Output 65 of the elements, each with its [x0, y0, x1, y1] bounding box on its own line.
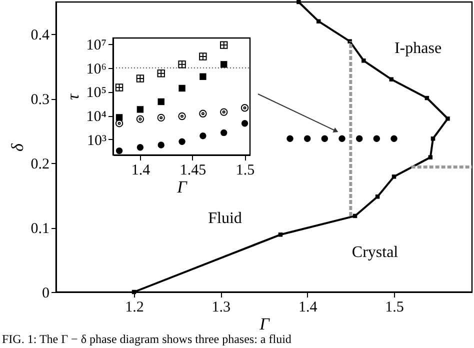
point	[392, 174, 396, 179]
caption: FIG. 1: The Γ − δ phase diagram shows three phases: a fluid	[2, 332, 292, 346]
point	[316, 19, 321, 24]
y-tick-label: 0.4	[30, 28, 50, 44]
point	[240, 104, 249, 112]
point	[136, 115, 144, 123]
x-tick-label: 1.45	[180, 162, 206, 178]
point	[200, 73, 206, 80]
point	[200, 132, 206, 140]
x-tick-label: 1.3	[212, 300, 231, 316]
point	[136, 106, 144, 113]
point	[178, 60, 186, 68]
point	[338, 135, 346, 142]
point	[199, 52, 207, 60]
point	[286, 135, 294, 142]
point	[178, 112, 186, 120]
annotation: I-phase	[394, 40, 442, 57]
point	[178, 138, 186, 145]
point	[296, 0, 301, 4]
y-tick-label: 0.1	[30, 221, 50, 238]
point	[158, 98, 164, 106]
point	[373, 135, 380, 142]
y-tick-label: 10⁷	[86, 38, 106, 54]
point	[157, 114, 165, 122]
x-tick-label: 1.5	[385, 300, 404, 316]
y-tick-label: 0.2	[30, 156, 50, 173]
point	[158, 142, 164, 148]
point	[389, 77, 394, 82]
y-tick-label: 10³	[87, 132, 107, 149]
point	[157, 70, 165, 78]
point	[136, 74, 144, 82]
x-tick-label: 1.2	[125, 300, 144, 316]
x-tick-label: 1.4	[131, 162, 151, 178]
point	[356, 135, 363, 142]
point	[428, 155, 433, 160]
point	[136, 144, 144, 151]
point	[362, 58, 366, 63]
x-tick-label: 1.4	[298, 300, 318, 316]
point	[321, 135, 328, 142]
point	[446, 116, 450, 121]
point	[116, 147, 123, 154]
point	[220, 129, 228, 136]
point	[220, 41, 228, 49]
point	[390, 135, 398, 142]
point	[220, 108, 228, 116]
point	[348, 39, 352, 44]
y-tick-label: 10⁵	[86, 85, 106, 102]
y-tick-label: 10⁴	[86, 109, 106, 126]
point	[278, 232, 283, 237]
x-axis-title: Γ	[258, 314, 271, 334]
y-tick-label: 10⁶	[86, 61, 106, 78]
point	[241, 120, 248, 127]
point	[199, 110, 207, 118]
y-axis-title: τ	[63, 93, 82, 100]
point	[178, 84, 186, 92]
annotation: Crystal	[352, 244, 399, 261]
y-tick-label: 0.3	[30, 92, 50, 108]
y-axis-title: δ	[8, 142, 27, 152]
y-tick-label: 0	[42, 286, 50, 302]
annotation: Fluid	[208, 210, 242, 227]
x-tick-label: 1.5	[236, 162, 255, 178]
point	[220, 61, 228, 68]
point	[304, 135, 311, 142]
x-axis-title: Γ	[176, 178, 188, 196]
point	[115, 84, 124, 92]
